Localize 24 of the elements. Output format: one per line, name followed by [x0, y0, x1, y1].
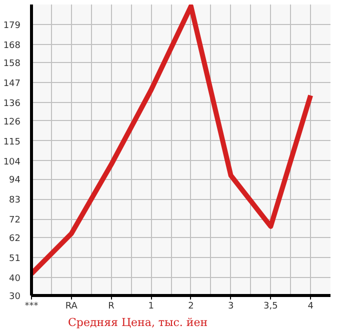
x-tick-label: 4	[308, 302, 314, 312]
y-tick-label: 83	[9, 196, 20, 206]
y-tick-label: 147	[3, 79, 21, 90]
y-tick-label: 62	[9, 234, 20, 244]
y-tick-label: 126	[3, 117, 21, 128]
y-tick-label: 104	[3, 157, 21, 168]
y-tick-label: 51	[9, 254, 20, 264]
y-tick-label: 72	[9, 216, 20, 226]
y-tick-label: 179	[3, 21, 21, 32]
y-tick-label: 115	[3, 137, 21, 148]
x-tick-label: ***	[24, 302, 39, 312]
y-tick-label: 94	[9, 176, 21, 186]
x-tick-label: 3	[228, 302, 234, 312]
x-tick-label: 2	[188, 302, 194, 312]
x-tick-label: R	[108, 302, 114, 312]
x-tick-label: 1	[148, 302, 154, 312]
y-tick-label: 168	[3, 41, 21, 52]
y-tick-label: 158	[3, 59, 21, 70]
y-tick-label: 136	[3, 99, 21, 110]
x-tick-label: RA	[65, 302, 78, 312]
y-tick-label: 40	[9, 274, 21, 284]
x-tick-label: 3,5	[264, 302, 278, 312]
text: Средняя Цена, тыс. йен	[68, 316, 208, 329]
y-tick-label: 30	[9, 292, 21, 302]
